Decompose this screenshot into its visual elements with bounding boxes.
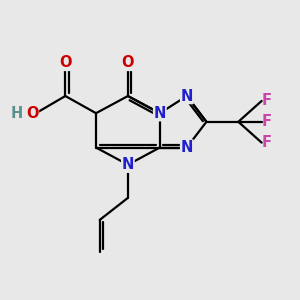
- Text: F: F: [262, 93, 272, 108]
- Text: N: N: [181, 140, 193, 155]
- Text: F: F: [262, 114, 272, 129]
- Text: N: N: [154, 106, 166, 121]
- Text: F: F: [262, 135, 272, 150]
- Text: O: O: [26, 106, 38, 121]
- Text: N: N: [181, 88, 193, 104]
- Text: N: N: [122, 157, 134, 172]
- Text: H: H: [10, 106, 22, 121]
- Text: O: O: [59, 56, 72, 70]
- Text: O: O: [122, 56, 134, 70]
